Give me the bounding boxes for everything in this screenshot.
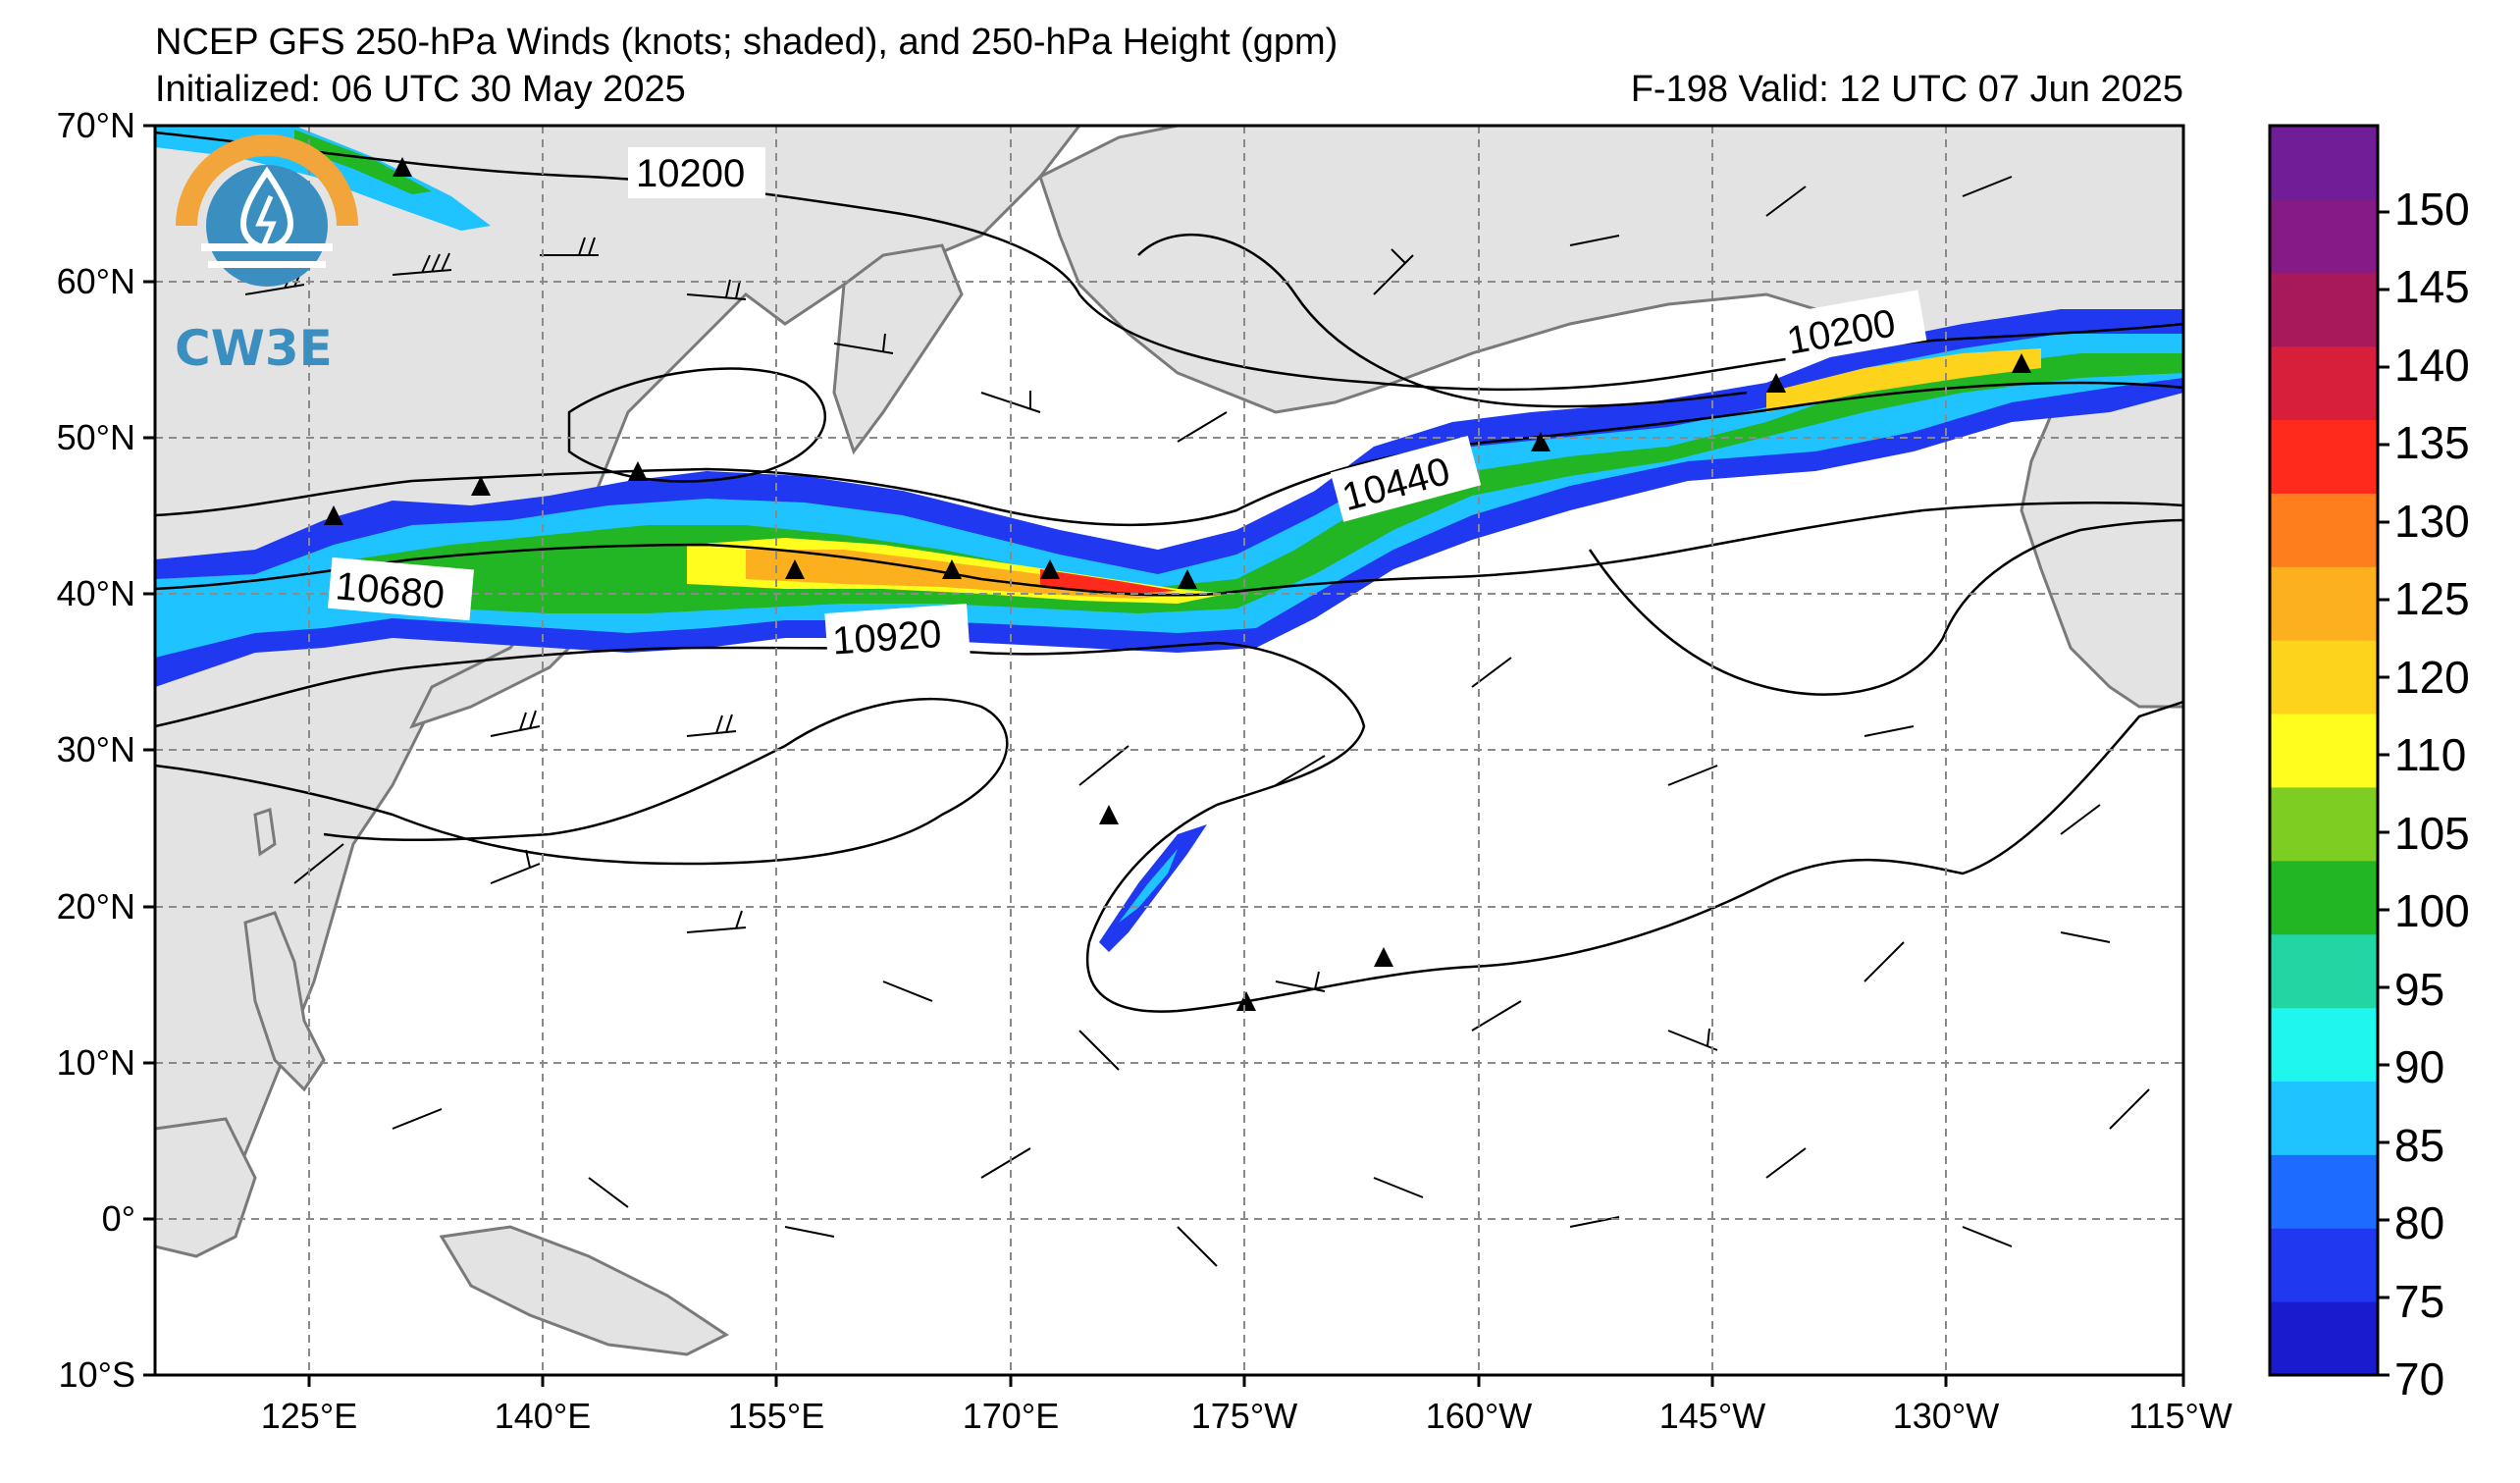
colorbar-swatch xyxy=(2270,566,2378,641)
colorbar-labels: 150 145 140 135 130 125 120 110 105 100 … xyxy=(2394,184,2470,1404)
land-taiwan xyxy=(253,808,277,857)
contour-labels: 10200 10200 10440 10680 10920 xyxy=(328,147,1927,664)
cbar-label-135: 135 xyxy=(2394,417,2470,468)
contour-label-10200-west: 10200 xyxy=(636,152,745,195)
contour-10680 xyxy=(155,502,2183,597)
colorbar-swatch xyxy=(2270,1154,2378,1229)
jet-subtropical-cyan xyxy=(1119,849,1178,923)
lon-label-140e: 140°E xyxy=(495,1396,591,1436)
cbar-label-80: 80 xyxy=(2394,1197,2444,1248)
contour-ridge-east xyxy=(1588,518,2183,696)
map-content xyxy=(155,126,2183,1356)
logo-drop-icon xyxy=(239,166,294,250)
cbar-label-110: 110 xyxy=(2394,729,2466,780)
lat-label-40n: 40°N xyxy=(57,573,135,613)
cw3e-logo: CW3E xyxy=(175,134,358,377)
cbar-label-130: 130 xyxy=(2394,496,2470,547)
cbar-label-100: 100 xyxy=(2394,885,2470,936)
contour-label-10920: 10920 xyxy=(831,612,943,663)
cbar-label-95: 95 xyxy=(2394,964,2444,1015)
lon-label-125e: 125°E xyxy=(261,1396,357,1436)
colorbar-swatch xyxy=(2270,198,2378,274)
lon-label-175w: 175°W xyxy=(1191,1396,1297,1436)
colorbar-swatch xyxy=(2270,1228,2378,1302)
lat-labels: 70°N 60°N 50°N 40°N 30°N 20°N 10°N 0° 10… xyxy=(57,105,135,1395)
cbar-label-125: 125 xyxy=(2394,573,2470,624)
cbar-label-105: 105 xyxy=(2394,808,2470,859)
axis-ticks xyxy=(143,124,2185,1387)
colorbar-swatch xyxy=(2270,345,2378,421)
colorbar-swatch xyxy=(2270,419,2378,494)
colorbar-swatch xyxy=(2270,126,2378,200)
height-contours xyxy=(155,131,2183,1013)
contour-10920 xyxy=(155,641,2183,1013)
wind-barbs xyxy=(244,176,2150,1267)
gridlines xyxy=(155,126,2183,1375)
lon-label-145w: 145°W xyxy=(1659,1396,1765,1436)
jet-north-green xyxy=(294,130,432,194)
chart-title: NCEP GFS 250-hPa Winds (knots; shaded), … xyxy=(155,22,1339,63)
logo-ring xyxy=(176,134,358,227)
land-borneo xyxy=(155,1117,257,1258)
lon-labels: 125°E 140°E 155°E 170°E 175°W 160°W 145°… xyxy=(261,1396,2232,1436)
lon-label-115w: 115°W xyxy=(2128,1396,2232,1436)
contour-10440 xyxy=(155,381,2183,527)
lat-label-30n: 30°N xyxy=(57,729,135,769)
land-kamchatka xyxy=(832,243,964,455)
colorbar-swatch xyxy=(2270,1007,2378,1082)
colorbar-swatch xyxy=(2270,272,2378,347)
lon-label-155e: 155°E xyxy=(728,1396,824,1436)
landmasses xyxy=(155,126,2183,1356)
colorbar-swatch xyxy=(2270,1301,2378,1376)
cbar-label-70: 70 xyxy=(2394,1353,2444,1404)
logo-text: CW3E xyxy=(175,320,333,377)
cbar-label-85: 85 xyxy=(2394,1120,2444,1171)
cbar-label-75: 75 xyxy=(2394,1276,2444,1327)
land-new-guinea xyxy=(439,1225,729,1356)
cbar-label-140: 140 xyxy=(2394,340,2470,391)
contour-label-10680: 10680 xyxy=(334,564,446,617)
initialized-time: Initialized: 06 UTC 30 May 2025 xyxy=(155,69,686,110)
cbar-label-145: 145 xyxy=(2394,261,2470,312)
lon-label-160w: 160°W xyxy=(1426,1396,1532,1436)
colorbar-ticks xyxy=(2378,210,2389,1377)
colorbar-swatch xyxy=(2270,640,2378,715)
colorbar-swatch xyxy=(2270,786,2378,862)
lat-label-20n: 20°N xyxy=(57,886,135,927)
colorbar-swatch xyxy=(2270,1081,2378,1155)
lon-label-130w: 130°W xyxy=(1893,1396,1999,1436)
lat-label-50n: 50°N xyxy=(57,417,135,457)
jet-east-yellow xyxy=(1766,348,2041,412)
cbar-label-120: 120 xyxy=(2394,652,2470,703)
colorbar: 150 145 140 135 130 125 120 110 105 100 … xyxy=(2268,124,2470,1404)
colorbar-swatch xyxy=(2270,493,2378,567)
colorbar-swatch xyxy=(2270,714,2378,788)
contour-alaska xyxy=(1137,234,1748,408)
lat-label-10s: 10°S xyxy=(59,1354,135,1395)
land-philippines xyxy=(243,911,326,1092)
lat-label-60n: 60°N xyxy=(57,261,135,301)
contour-inner-west xyxy=(155,697,1009,866)
colorbar-swatches xyxy=(2270,126,2378,1376)
colorbar-swatch xyxy=(2270,860,2378,935)
lat-label-0: 0° xyxy=(102,1198,135,1239)
cbar-label-90: 90 xyxy=(2394,1041,2444,1092)
colorbar-swatch xyxy=(2270,933,2378,1009)
valid-time: F-198 Valid: 12 UTC 07 Jun 2025 xyxy=(1630,69,2183,110)
cbar-label-150: 150 xyxy=(2394,184,2470,235)
lat-label-10n: 10°N xyxy=(57,1042,135,1083)
colorbar-frame xyxy=(2268,124,2380,1377)
lat-label-70n: 70°N xyxy=(57,105,135,145)
wind-barb-flags xyxy=(324,157,2031,1011)
land-alaska xyxy=(1038,126,2183,414)
jet-core-red xyxy=(1040,569,1178,595)
lon-label-170e: 170°E xyxy=(963,1396,1059,1436)
